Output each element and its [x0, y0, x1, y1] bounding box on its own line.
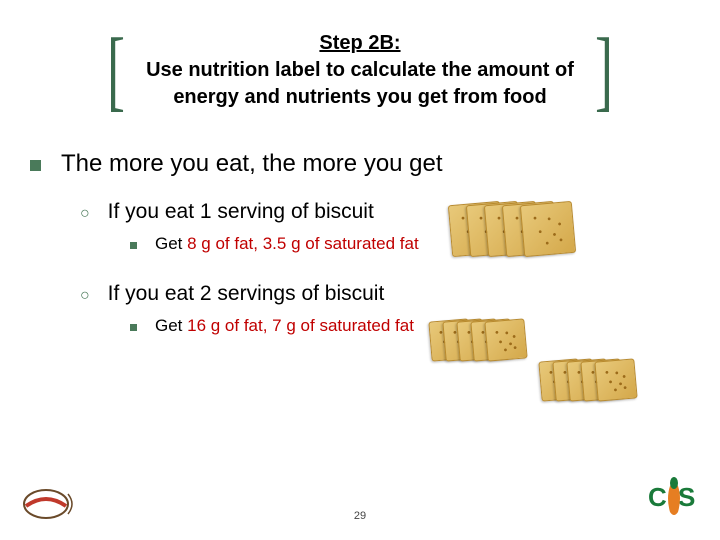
sub-bullet-2-detail: Get 16 g of fat, 7 g of saturated fat	[130, 316, 690, 336]
sub2-detail: Get 16 g of fat, 7 g of saturated fat	[155, 316, 414, 336]
bracket-left: [	[107, 39, 125, 102]
slide-title: Step 2B: Use nutrition label to calculat…	[131, 30, 589, 111]
circle-bullet-icon: ○	[80, 205, 90, 223]
sub2-prefix: Get	[155, 316, 187, 335]
bullet-main: The more you eat, the more you get	[30, 150, 690, 178]
small-square-bullet-icon	[130, 242, 137, 249]
biscuit-cluster-1	[450, 203, 574, 255]
page-number: 29	[0, 510, 720, 522]
sub-bullet-1-detail: Get 8 g of fat, 3.5 g of saturated fat	[130, 234, 690, 254]
biscuit-icon	[520, 201, 576, 257]
sub2-heading: If you eat 2 servings of biscuit	[108, 282, 385, 306]
sub1-prefix: Get	[155, 234, 187, 253]
sub1-fat: 8 g of fat, 3.5 g of saturated fat	[187, 234, 419, 253]
svg-text:S: S	[678, 482, 695, 512]
square-bullet-icon	[30, 160, 41, 171]
sub-bullet-2: ○ If you eat 2 servings of biscuit	[80, 282, 690, 306]
sub2-fat: 16 g of fat, 7 g of saturated fat	[187, 316, 414, 335]
bracket-right: ]	[595, 39, 613, 102]
biscuit-icon	[484, 318, 527, 361]
svg-text:C: C	[648, 482, 667, 512]
sub1-heading: If you eat 1 serving of biscuit	[108, 200, 374, 224]
sub-bullet-1: ○ If you eat 1 serving of biscuit	[80, 200, 690, 224]
small-square-bullet-icon	[130, 324, 137, 331]
title-line3: energy and nutrients you get from food	[173, 86, 546, 108]
footer-logo-right: C S	[648, 472, 702, 526]
biscuit-icon	[594, 358, 637, 401]
footer-logo-left	[18, 484, 82, 526]
main-bullet-text: The more you eat, the more you get	[61, 150, 443, 178]
biscuit-cluster-2b	[540, 360, 636, 400]
slide-title-wrap: [ Step 2B: Use nutrition label to calcul…	[50, 30, 670, 111]
content-area: The more you eat, the more you get ○ If …	[30, 150, 690, 364]
circle-bullet-icon: ○	[80, 287, 90, 305]
biscuit-cluster-2a	[430, 320, 526, 360]
sub1-detail: Get 8 g of fat, 3.5 g of saturated fat	[155, 234, 419, 254]
title-line2: Use nutrition label to calculate the amo…	[146, 59, 574, 81]
title-line1: Step 2B:	[319, 32, 400, 54]
